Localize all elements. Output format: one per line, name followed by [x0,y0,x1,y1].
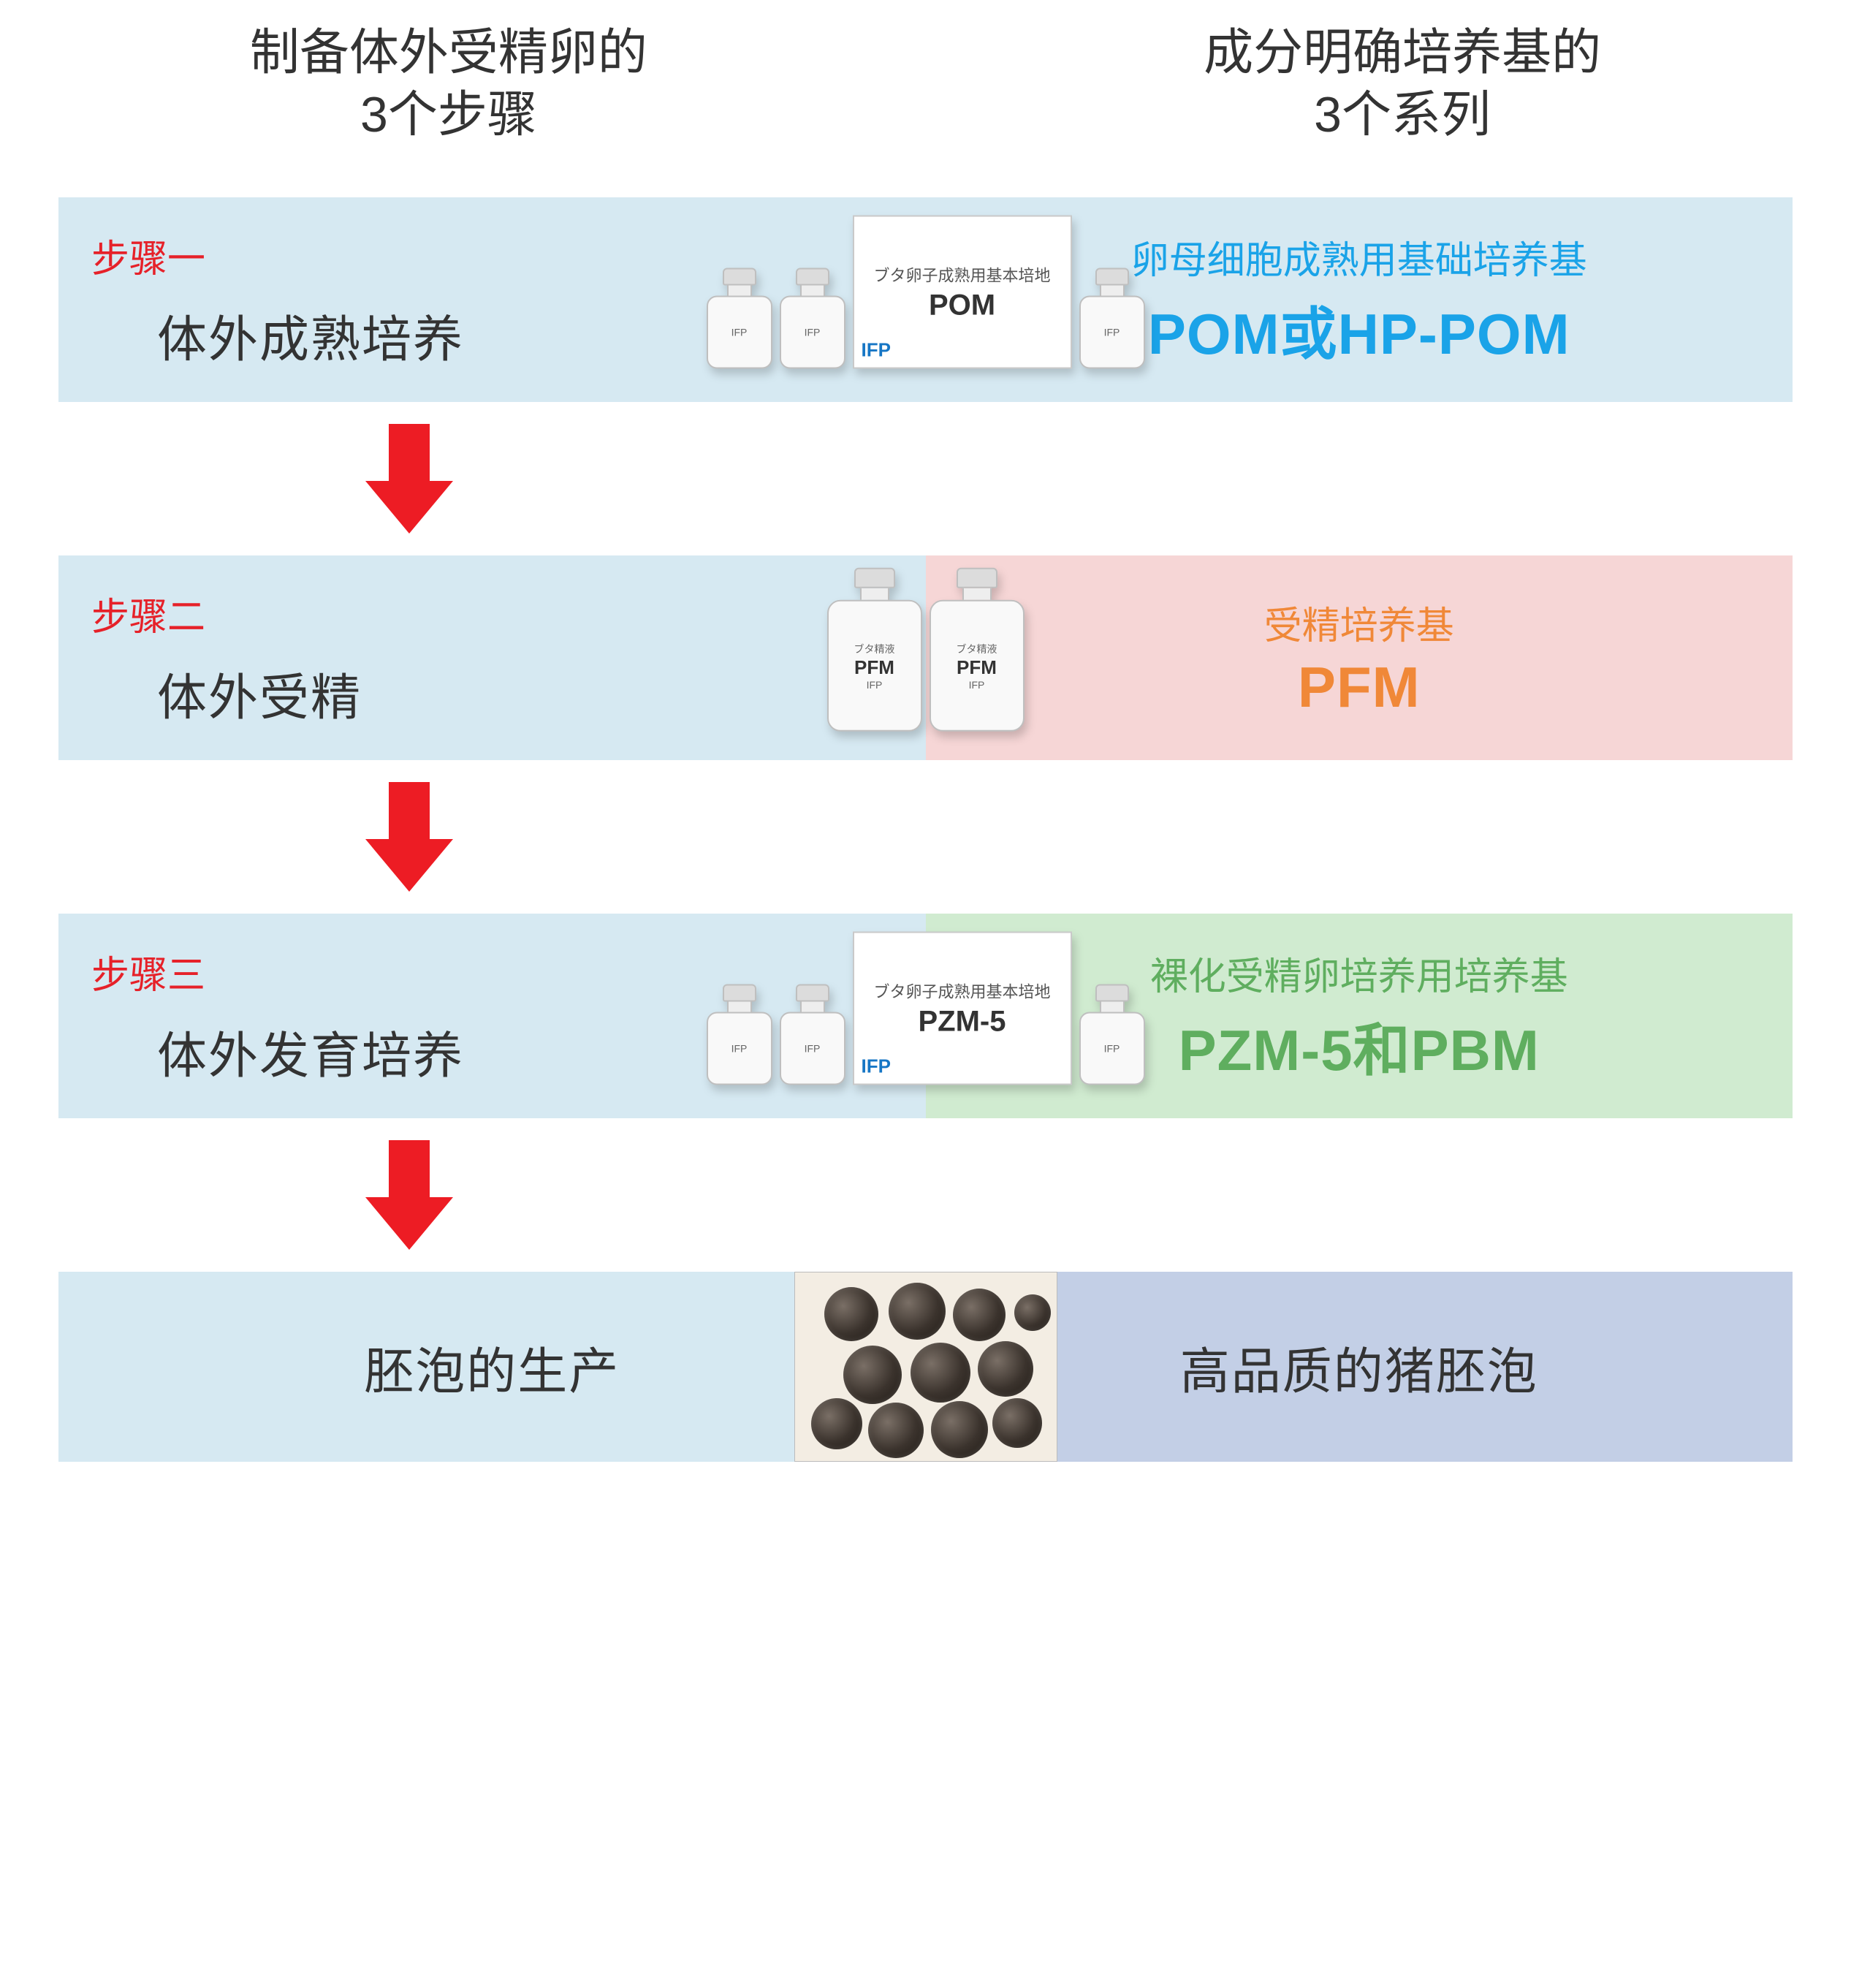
product-image: ブタ精液PFMIFP ブタ精液PFMIFP [827,568,1025,732]
header-left: 制备体外受精卵的 3个步骤 [58,22,839,146]
bottle-small: IFP [780,984,845,1085]
bottle-small: IFP [780,268,845,369]
step-row-1: 步骤一 体外成熟培养 卵母细胞成熟用基础培养基 POM或HP-POM IFP I… [58,197,1793,402]
arrow-down [58,402,1793,555]
step-left: 步骤二 体外受精 [58,555,926,760]
bottle-tall: ブタ精液PFMIFP [827,568,922,732]
step-row-3: 步骤三 体外发育培养 裸化受精卵培养用培养基 PZM-5和PBM IFP IFP… [58,914,1793,1118]
step-row-2: 步骤二 体外受精 受精培养基 PFM ブタ精液PFMIFP ブタ精液PFMIFP [58,555,1793,760]
media-subtitle: 裸化受精卵培养用培养基 [1150,946,1568,1001]
product-image: IFP IFP ブタ卵子成熟用基本培地 PZM-5 IFP IFP [707,932,1145,1085]
product-box: ブタ卵子成熟用基本培地 POM IFP [853,216,1072,369]
bottle-small: IFP [1079,984,1145,1085]
media-name: POM或HP-POM [1148,289,1570,371]
media-name: PZM-5和PBM [1179,1005,1540,1087]
product-box: ブタ卵子成熟用基本培地 PZM-5 IFP [853,932,1072,1085]
arrow-down [58,760,1793,914]
header-row: 制备体外受精卵的 3个步骤 成分明确培养基的 3个系列 [58,22,1793,146]
header-left-line1: 制备体外受精卵的 [58,22,839,84]
header-left-line2: 3个步骤 [58,84,839,146]
bottle-small: IFP [707,984,772,1085]
bottle-tall: ブタ精液PFMIFP [930,568,1025,732]
bottle-small: IFP [707,268,772,369]
step-right: 受精培养基 PFM [926,555,1793,760]
header-right: 成分明确培养基的 3个系列 [1012,22,1793,146]
product-image: IFP IFP ブタ卵子成熟用基本培地 POM IFP IFP [707,216,1145,369]
media-subtitle: 受精培养基 [1264,595,1454,650]
arrow-down [58,1118,1793,1272]
media-name: PFM [1298,654,1421,721]
step-tag: 步骤二 [91,586,897,641]
step-title: 体外受精 [91,657,897,729]
media-subtitle: 卵母细胞成熟用基础培养基 [1131,229,1587,284]
flow-container: 步骤一 体外成熟培养 卵母细胞成熟用基础培养基 POM或HP-POM IFP I… [58,197,1793,1462]
bottle-small: IFP [1079,268,1145,369]
blastocyst-image [794,1272,1057,1462]
header-right-line1: 成分明确培养基的 [1012,22,1793,84]
final-row: 胚泡的生产 高品质的猪胚泡 [58,1272,1793,1462]
header-right-line2: 3个系列 [1012,84,1793,146]
